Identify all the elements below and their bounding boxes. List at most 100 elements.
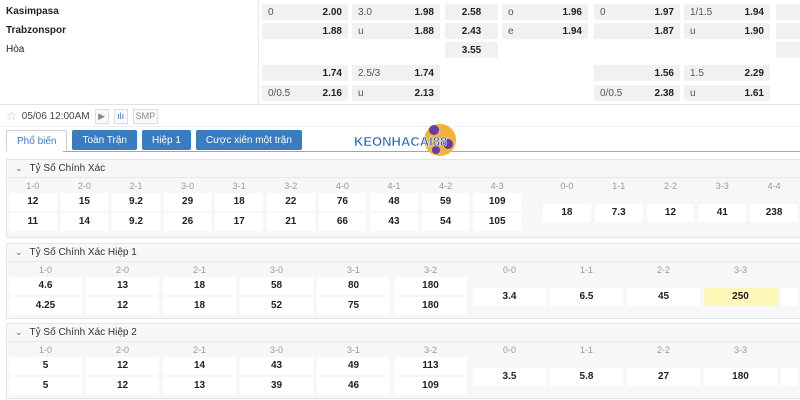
odds-cell[interactable]: 3.0 1.98 [352, 4, 440, 20]
odds-away[interactable]: 11 [9, 213, 57, 231]
score-label: 2-2 [656, 345, 670, 355]
odds-cell[interactable]: 0 1.97 [594, 4, 680, 20]
odds-home[interactable]: 4.6 [9, 277, 82, 295]
odds-away[interactable]: 5 [9, 377, 82, 395]
score-label: 2-0 [115, 345, 129, 355]
odds-home[interactable]: 109 [473, 193, 521, 211]
odds-cell[interactable]: 0 2.00 [262, 4, 348, 20]
odds-home[interactable]: 9.2 [112, 193, 160, 211]
score-label: 1-1 [579, 265, 593, 275]
odds-home[interactable]: 14 [163, 357, 236, 375]
odds-cell[interactable]: 1/1.5 1.94 [684, 4, 770, 20]
odds-home[interactable]: 15 [60, 193, 109, 211]
odds-home[interactable]: 180 [394, 277, 467, 295]
odds-cell[interactable]: u 1.88 [352, 23, 440, 39]
odds-away[interactable]: 12 [86, 297, 159, 315]
odds-draw[interactable]: 18 [543, 204, 591, 222]
section-header[interactable]: ⌄ Tỷ Số Chính Xác Hiệp 1 [7, 244, 800, 262]
odds-away[interactable]: 17 [215, 213, 263, 231]
odds-home[interactable]: 113 [394, 357, 467, 375]
tab-same-game-parlay[interactable]: Cược xiên một trận [195, 130, 302, 150]
odds-away[interactable]: 4.25 [9, 297, 82, 315]
star-icon[interactable]: ☆ [6, 109, 17, 123]
tab-first-half[interactable]: Hiệp 1 [141, 130, 191, 150]
odds-away[interactable]: 75 [317, 297, 390, 315]
odds-cell[interactable]: u 1.90 [684, 23, 770, 39]
odds-draw[interactable]: 250 [704, 288, 777, 306]
odds-cell[interactable]: 1.88 [262, 23, 348, 39]
odds-draw[interactable]: 41 [698, 204, 747, 222]
odds-cell[interactable]: 1.74 [262, 65, 348, 81]
tab-popular[interactable]: Phổ biến [6, 130, 68, 152]
odds-cell[interactable]: 2.58 [445, 4, 498, 20]
odds-cell[interactable]: 2.43 [445, 23, 498, 39]
odds-away[interactable]: 14 [60, 213, 109, 231]
odds-away[interactable]: 109 [394, 377, 467, 395]
odds-cell[interactable]: u 1.61 [684, 85, 770, 101]
odds-draw[interactable]: 7.3 [594, 204, 643, 222]
correct-score-section: ⌄ Tỷ Số Chính Xác Hiệp 2 1-0 5 5 2-0 12 12 2-1 14… [6, 323, 800, 399]
odds-draw[interactable]: 27 [627, 368, 700, 386]
odds-draw[interactable]: 45 [627, 288, 700, 306]
odds-home[interactable]: 49 [317, 357, 390, 375]
odds-away[interactable]: 13 [163, 377, 236, 395]
odds-away[interactable]: 105 [473, 213, 521, 231]
odds-draw[interactable]: 6.5 [550, 288, 623, 306]
odds-away[interactable]: 9.2 [112, 213, 160, 231]
odds-home[interactable]: 22 [267, 193, 315, 211]
odds-home[interactable]: 5 [9, 357, 82, 375]
odds-draw[interactable]: 238 [750, 204, 798, 222]
odds-draw[interactable] [781, 368, 798, 386]
odds-home[interactable]: 13 [86, 277, 159, 295]
odds-away[interactable]: 21 [267, 213, 315, 231]
odds-cell[interactable]: 1.56 [594, 65, 680, 81]
odds-home[interactable]: 12 [9, 193, 57, 211]
odds-home[interactable]: 43 [240, 357, 313, 375]
section-header[interactable]: ⌄ Tỷ Số Chính Xác Hiệp 2 [7, 324, 800, 342]
play-icon[interactable]: ▶ [94, 108, 109, 124]
odds-draw[interactable] [781, 288, 798, 306]
odds-draw[interactable]: 180 [704, 368, 777, 386]
odds-away[interactable]: 43 [370, 213, 418, 231]
odds-away[interactable]: 12 [86, 377, 159, 395]
odds-away[interactable]: 26 [163, 213, 212, 231]
odds-away[interactable]: 180 [394, 297, 467, 315]
odds-draw[interactable]: 3.5 [473, 368, 546, 386]
smp-button[interactable]: SMP [132, 108, 159, 124]
draw-column: 1-1 7.3 [593, 179, 645, 224]
odds-cell[interactable]: 2.5/3 1.74 [352, 65, 440, 81]
odds-home[interactable]: 59 [421, 193, 470, 211]
odds-value: 1.98 [414, 6, 434, 18]
tab-full-match[interactable]: Toàn Trận [72, 130, 137, 150]
odds-cell[interactable]: 3.55 [445, 42, 498, 58]
odds-cell[interactable]: 0/0.5 2.38 [594, 85, 680, 101]
odds-value: 1.97 [654, 6, 674, 18]
odds-away[interactable]: 52 [240, 297, 313, 315]
odds-away[interactable]: 46 [317, 377, 390, 395]
odds-home[interactable]: 12 [86, 357, 159, 375]
odds-cell[interactable]: o 1.96 [502, 4, 588, 20]
odds-away[interactable]: 18 [163, 297, 236, 315]
odds-draw[interactable]: 5.8 [550, 368, 623, 386]
draw-column: 1-1 5.8 [548, 343, 625, 388]
odds-home[interactable]: 18 [215, 193, 263, 211]
odds-draw[interactable]: 3.4 [473, 288, 546, 306]
odds-home[interactable]: 29 [163, 193, 212, 211]
odds-home[interactable]: 80 [317, 277, 390, 295]
stats-icon[interactable]: ılı [113, 108, 128, 124]
odds-cell[interactable]: 1.5 2.29 [684, 65, 770, 81]
odds-cell[interactable]: u 2.13 [352, 85, 440, 101]
odds-cell[interactable]: 1.87 [594, 23, 680, 39]
section-header[interactable]: ⌄ Tỷ Số Chính Xác [7, 160, 800, 178]
odds-cell[interactable]: 0/0.5 2.16 [262, 85, 348, 101]
odds-home[interactable]: 48 [370, 193, 418, 211]
odds-draw[interactable]: 12 [646, 204, 695, 222]
odds-away[interactable]: 39 [240, 377, 313, 395]
odds-home[interactable]: 58 [240, 277, 313, 295]
score-label: 4-4 [767, 181, 781, 191]
odds-away[interactable]: 66 [318, 213, 367, 231]
odds-home[interactable]: 18 [163, 277, 236, 295]
odds-home[interactable]: 76 [318, 193, 367, 211]
odds-cell[interactable]: e 1.94 [502, 23, 588, 39]
odds-away[interactable]: 54 [421, 213, 470, 231]
